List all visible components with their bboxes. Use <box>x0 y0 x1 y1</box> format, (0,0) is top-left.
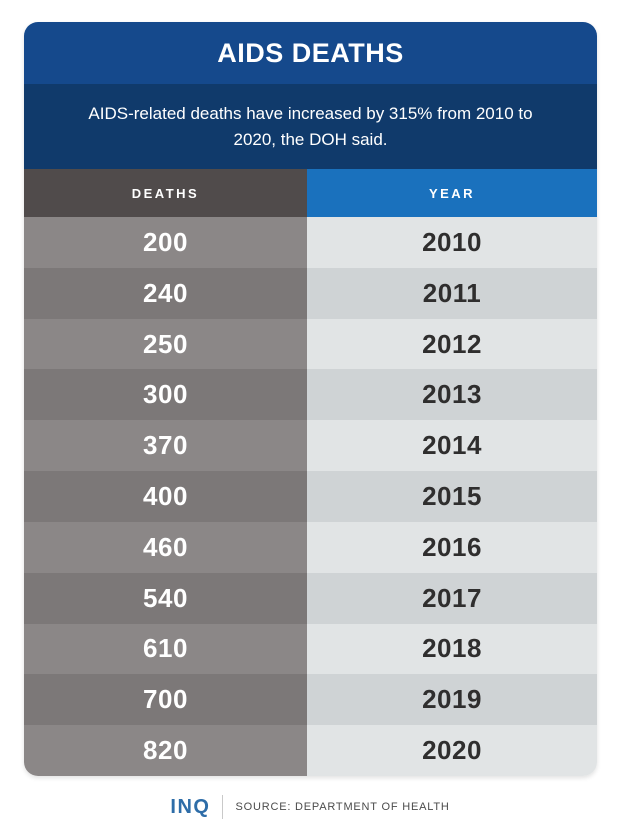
table-row: 250 2012 <box>24 318 597 370</box>
year-cell: 2014 <box>307 420 597 472</box>
year-cell: 2015 <box>307 471 597 522</box>
deaths-cell: 300 <box>24 369 307 421</box>
table-header: DEATHS YEAR <box>24 169 597 217</box>
table-row: 200 2010 <box>24 217 597 268</box>
year-cell: 2017 <box>307 572 597 624</box>
year-cell: 2016 <box>307 521 597 573</box>
deaths-cell: 400 <box>24 471 307 522</box>
year-cell: 2010 <box>307 217 597 268</box>
deaths-cell: 460 <box>24 521 307 573</box>
table-body: 200 2010 240 2011 250 2012 300 2013 370 2014 400 20… <box>24 217 597 776</box>
table-row: 610 2018 <box>24 623 597 675</box>
footer-divider <box>222 795 224 819</box>
table-row: 400 2015 <box>24 471 597 522</box>
deaths-cell: 250 <box>24 318 307 370</box>
inq-logo: INQ <box>170 795 211 818</box>
table-row: 820 2020 <box>24 725 597 776</box>
table-row: 370 2014 <box>24 420 597 472</box>
year-cell: 2020 <box>307 725 597 776</box>
table-row: 700 2019 <box>24 674 597 726</box>
deaths-cell: 240 <box>24 267 307 319</box>
year-cell: 2011 <box>307 267 597 319</box>
source-text: SOURCE: DEPARTMENT OF HEALTH <box>235 801 450 813</box>
deaths-cell: 200 <box>24 217 307 268</box>
deaths-cell: 540 <box>24 572 307 624</box>
table-row: 540 2017 <box>24 572 597 624</box>
deaths-cell: 610 <box>24 623 307 675</box>
table-row: 300 2013 <box>24 369 597 421</box>
title-band: AIDS DEATHS <box>24 22 597 84</box>
deaths-cell: 700 <box>24 674 307 726</box>
table-row: 460 2016 <box>24 521 597 573</box>
column-header-deaths: DEATHS <box>24 169 307 217</box>
subtitle-text: AIDS-related deaths have increased by 31… <box>88 104 533 149</box>
page-title: AIDS DEATHS <box>217 37 404 68</box>
footer: INQ SOURCE: DEPARTMENT OF HEALTH <box>0 790 620 824</box>
table-row: 240 2011 <box>24 267 597 319</box>
subtitle-band: AIDS-related deaths have increased by 31… <box>24 84 597 169</box>
year-cell: 2012 <box>307 318 597 370</box>
year-cell: 2013 <box>307 369 597 421</box>
deaths-cell: 820 <box>24 725 307 776</box>
column-header-year: YEAR <box>307 169 597 217</box>
aids-deaths-infographic-card: AIDS DEATHS AIDS-related deaths have inc… <box>24 22 597 776</box>
year-cell: 2018 <box>307 623 597 675</box>
year-cell: 2019 <box>307 674 597 726</box>
deaths-cell: 370 <box>24 420 307 472</box>
